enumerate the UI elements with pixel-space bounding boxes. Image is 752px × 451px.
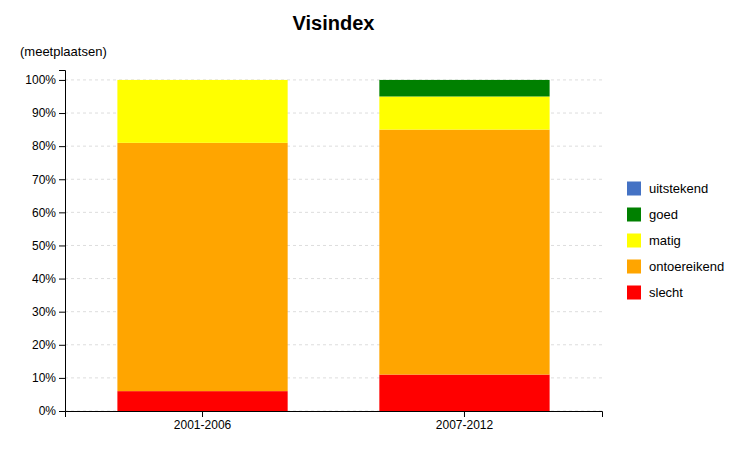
y-axis-label: (meetplaatsen) [20,44,107,59]
y-tick: 20% [32,338,65,352]
y-tick: 40% [32,272,65,286]
y-tick-mark [59,80,65,81]
y-tick: 100% [25,73,65,87]
legend-label: ontoereikend [649,259,724,274]
legend-label: slecht [649,285,683,300]
y-tick-label: 40% [32,272,56,286]
legend-label: matig [649,233,681,248]
y-axis: 0% 10% 20% 30% 40% 50% 60% 70% 80% 90% 100% [25,71,65,419]
legend-item: goed [627,207,678,222]
title: Visindex [293,12,375,34]
y-tick: 50% [32,239,65,253]
y-tick-label: 60% [32,206,56,220]
bar [379,130,549,375]
series [379,80,549,97]
legend-swatch [627,208,641,222]
series [117,80,549,143]
legend-item: matig [627,233,681,248]
y-tick-mark [59,312,65,313]
y-tick-mark [59,212,65,213]
grid [65,80,602,411]
y-tick: 10% [32,371,65,385]
y-tick-label: 50% [32,239,56,253]
legend-label: uitstekend [649,181,708,196]
chart: 0% 10% 20% 30% 40% 50% 60% 70% 80% 90% 100% 2001-20… [0,0,752,451]
y-tick-mark [59,411,65,412]
x-tick: 2007-2012 [436,411,494,432]
y-tick-mark [59,179,65,180]
legend-swatch [627,286,641,300]
bar [117,79,287,80]
bar [379,79,549,80]
bar [117,79,287,80]
y-tick-mark [59,245,65,246]
x-tick-label: 2001-2006 [174,418,232,432]
legend-item: uitstekend [627,181,708,196]
chart-container: 0% 10% 20% 30% 40% 50% 60% 70% 80% 90% 100% 2001-20… [0,0,752,451]
y-axis-line [59,71,66,412]
legend-swatch [627,234,641,248]
bar [379,80,549,97]
y-tick-label: 20% [32,338,56,352]
y-tick-label: 100% [25,73,56,87]
y-tick: 0% [39,404,65,418]
y-tick-label: 30% [32,305,56,319]
legend-item: slecht [627,285,683,300]
x-tick-mark [464,411,465,417]
y-tick-mark [59,113,65,114]
x-tick-mark [202,411,203,417]
bars [117,80,549,411]
legend: uitstekend goed matig ontoereikend slecht [627,181,724,300]
y-tick-label: 70% [32,173,56,187]
y-tick-label: 0% [39,404,57,418]
bar [117,143,287,391]
series [117,130,549,392]
bar [379,96,549,129]
x-tick-label: 2007-2012 [436,418,494,432]
legend-swatch [627,182,641,196]
y-tick-mark [59,146,65,147]
y-tick: 30% [32,305,65,319]
bar [117,391,287,411]
y-tick-label: 10% [32,371,56,385]
legend-item: ontoereikend [627,259,724,274]
y-tick-mark [59,345,65,346]
bar [117,80,287,143]
y-tick: 80% [32,139,65,153]
x-tick: 2001-2006 [174,411,232,432]
y-tick: 90% [32,106,65,120]
x-axis-line [66,412,603,418]
legend-label: goed [649,207,678,222]
y-tick-label: 80% [32,139,56,153]
y-tick: 70% [32,173,65,187]
legend-swatch [627,260,641,274]
bar [379,375,549,411]
y-tick-mark [59,279,65,280]
x-axis: 2001-2006 2007-2012 [66,411,603,432]
y-tick-label: 90% [32,106,56,120]
y-tick: 60% [32,206,65,220]
y-tick-mark [59,378,65,379]
